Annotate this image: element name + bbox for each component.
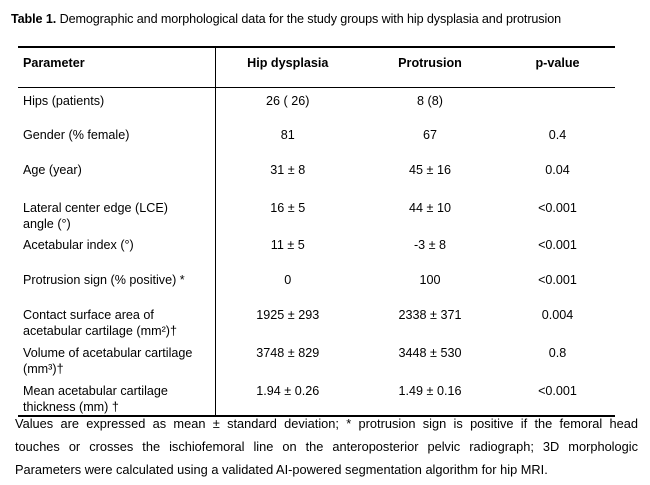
column-header-p-value: p-value bbox=[535, 56, 580, 70]
hip-dysplasia-value: 1.94 ± 0.26 bbox=[256, 384, 320, 398]
table-row: Lateral center edge (LCE) angle (°) 16 ±… bbox=[18, 195, 615, 232]
data-table: Parameter Hip dysplasia Protrusion p-val… bbox=[18, 46, 615, 417]
column-header-protrusion: Protrusion bbox=[398, 56, 462, 70]
parameter-line: Acetabular index (°) bbox=[23, 238, 134, 252]
parameter-line: acetabular cartilage (mm²)† bbox=[23, 324, 177, 338]
parameter-cell: Volume of acetabular cartilage (mm³)† bbox=[18, 340, 216, 378]
table-row: Mean acetabular cartilage thickness (mm)… bbox=[18, 378, 615, 416]
parameter-line: Protrusion sign (% positive) * bbox=[23, 273, 185, 287]
table-footnote: Values are expressed as mean ± standard … bbox=[15, 412, 638, 481]
p-value: 0.8 bbox=[548, 346, 567, 360]
column-header-hip-dysplasia: Hip dysplasia bbox=[247, 56, 329, 70]
table-row: Volume of acetabular cartilage (mm³)† 37… bbox=[18, 340, 615, 378]
parameter-line: (mm³)† bbox=[23, 362, 64, 376]
parameter-line: Gender (% female) bbox=[23, 128, 130, 142]
hip-dysplasia-value: 11 ± 5 bbox=[270, 238, 305, 252]
table-row: Protrusion sign (% positive) * 0 100 <0.… bbox=[18, 267, 615, 302]
footnote-line: touches or crosses the ischiofemoral lin… bbox=[15, 439, 638, 454]
protrusion-value: 1.49 ± 0.16 bbox=[398, 384, 462, 398]
parameter-cell: Protrusion sign (% positive) * bbox=[18, 267, 216, 302]
table-row: Acetabular index (°) 11 ± 5 -3 ± 8 <0.00… bbox=[18, 232, 615, 267]
protrusion-value: 67 bbox=[422, 128, 437, 142]
hip-dysplasia-value: 26 ( 26) bbox=[266, 93, 310, 108]
header-row: Parameter Hip dysplasia Protrusion p-val… bbox=[18, 47, 615, 87]
table-row: Age (year) 31 ± 8 45 ± 16 0.04 bbox=[18, 157, 615, 195]
parameter-line: Mean acetabular cartilage bbox=[23, 384, 168, 398]
hip-dysplasia-value: 16 ± 5 bbox=[270, 201, 306, 215]
protrusion-value: 100 bbox=[419, 273, 441, 287]
parameter-cell: Contact surface area of acetabular carti… bbox=[18, 302, 216, 340]
hip-dysplasia-value: 31 ± 8 bbox=[270, 163, 306, 177]
hip-dysplasia-value: 1925 ± 293 bbox=[256, 308, 320, 322]
parameter-line: Contact surface area of bbox=[23, 308, 154, 322]
hip-dysplasia-value: 0 bbox=[284, 273, 292, 287]
parameter-cell: Lateral center edge (LCE) angle (°) bbox=[18, 195, 216, 232]
p-value: <0.001 bbox=[538, 201, 577, 215]
table-row: Contact surface area of acetabular carti… bbox=[18, 302, 615, 340]
p-value: <0.001 bbox=[538, 384, 577, 398]
p-value: 0.04 bbox=[545, 163, 570, 177]
protrusion-value: -3 ± 8 bbox=[413, 238, 447, 252]
table-row: Hips (patients) 26 ( 26) 8 (8) bbox=[18, 87, 615, 122]
protrusion-value: 3448 ± 530 bbox=[398, 346, 462, 360]
footnote-line: Values are expressed as mean ± standard … bbox=[15, 416, 638, 431]
parameter-line: angle (°) bbox=[23, 217, 71, 231]
parameter-line: Volume of acetabular cartilage bbox=[23, 346, 193, 360]
column-header-parameter: Parameter bbox=[18, 47, 216, 87]
parameter-line: thickness (mm) † bbox=[23, 400, 119, 414]
footnote-line: Parameters were calculated using a valid… bbox=[15, 462, 548, 477]
p-value: <0.001 bbox=[538, 273, 577, 287]
parameter-cell: Gender (% female) bbox=[18, 122, 216, 157]
protrusion-value: 2338 ± 371 bbox=[398, 308, 462, 322]
p-value: <0.001 bbox=[538, 238, 577, 252]
protrusion-value: 44 ± 10 bbox=[409, 201, 451, 215]
p-value bbox=[500, 87, 615, 122]
table-caption-label: Table 1. bbox=[11, 12, 57, 26]
hip-dysplasia-value: 81 bbox=[280, 128, 295, 142]
parameter-cell: Hips (patients) bbox=[18, 87, 216, 122]
parameter-line: Hips (patients) bbox=[23, 93, 105, 108]
table-caption: Table 1. Demographic and morphological d… bbox=[11, 11, 639, 27]
protrusion-value: 8 (8) bbox=[417, 93, 443, 108]
p-value: 0.004 bbox=[541, 308, 574, 322]
protrusion-value: 45 ± 16 bbox=[409, 163, 451, 177]
parameter-cell: Age (year) bbox=[18, 157, 216, 195]
hip-dysplasia-value: 3748 ± 829 bbox=[256, 346, 320, 360]
table-row: Gender (% female) 81 67 0.4 bbox=[18, 122, 615, 157]
table-caption-text: Demographic and morphological data for t… bbox=[56, 12, 562, 26]
parameter-line: Lateral center edge (LCE) bbox=[23, 201, 168, 215]
p-value: 0.4 bbox=[548, 128, 567, 142]
parameter-line: Age (year) bbox=[23, 163, 82, 177]
parameter-cell: Mean acetabular cartilage thickness (mm)… bbox=[18, 378, 216, 416]
parameter-cell: Acetabular index (°) bbox=[18, 232, 216, 267]
